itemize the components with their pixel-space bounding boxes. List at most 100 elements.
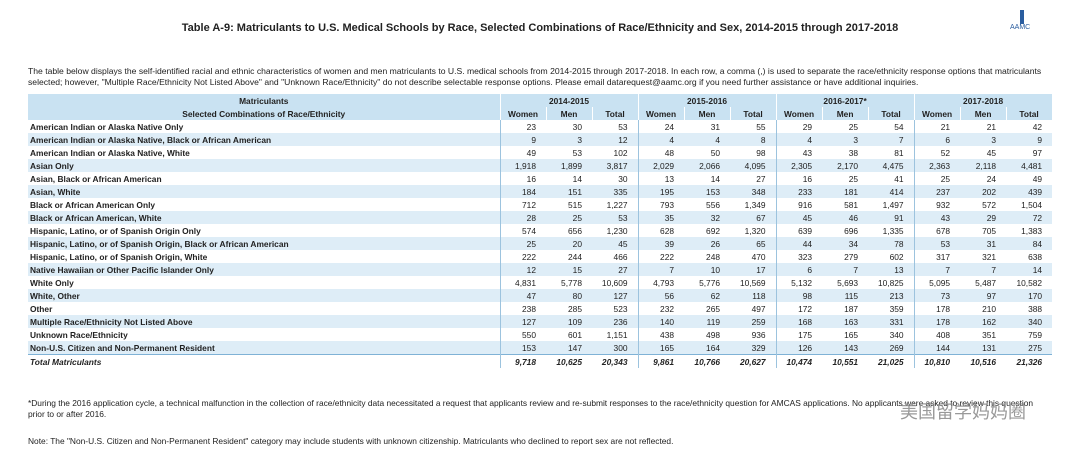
cell: 80 — [546, 289, 592, 302]
cell: 359 — [889, 303, 904, 314]
cell: 351 — [982, 329, 997, 340]
table-row: American Indian or Alaska Native Only 23 3… — [28, 120, 1052, 133]
cell: 279 — [844, 251, 859, 262]
cell: 78 — [868, 237, 915, 250]
cell: 466 — [613, 251, 628, 262]
cell: 6 — [775, 263, 823, 276]
cell: 97 — [960, 289, 1007, 302]
row-label: Hispanic, Latino, or of Spanish Origin O… — [30, 225, 201, 236]
cell: 53 — [572, 147, 582, 158]
row-label: American Indian or Alaska Native, White — [30, 147, 190, 158]
cell: 127 — [499, 315, 546, 328]
cell: 119 — [684, 315, 731, 328]
table-row: Multiple Race/Ethnicity Not Listed Above… — [28, 315, 1053, 328]
cell: 10,609 — [601, 277, 628, 288]
sex-header: Women — [638, 107, 685, 120]
year-header: 2014-2015 — [500, 94, 639, 107]
table-row: Hispanic, Latino, or of Spanish Origin, … — [28, 237, 1053, 250]
cell: 47 — [499, 289, 546, 302]
cell: 168 — [775, 315, 823, 328]
cell: 178 — [913, 302, 961, 315]
cell: 29 — [775, 120, 823, 133]
cell: 175 — [775, 328, 823, 341]
row-header: Selected Combinations of Race/Ethnicity — [28, 107, 501, 120]
cell: 98 — [756, 147, 766, 158]
year-header: 2017-2018 — [914, 94, 1053, 107]
cell: 793 — [637, 198, 685, 211]
cell: 323 — [775, 250, 823, 263]
cell: 50 — [710, 147, 721, 158]
cell: 656 — [568, 225, 582, 236]
cell: 29 — [960, 211, 1007, 224]
cell: 936 — [751, 329, 766, 340]
cell: 45 — [775, 211, 823, 224]
cell: 5,487 — [975, 277, 997, 288]
cell: 10,551 — [822, 354, 869, 368]
cell: 10 — [684, 263, 731, 276]
cell: 49 — [1032, 173, 1043, 184]
cell: 2,118 — [960, 159, 1007, 172]
cell: 23 — [499, 120, 546, 133]
cell: 30 — [572, 121, 582, 132]
cell: 56 — [637, 289, 685, 302]
cell: 25 — [848, 173, 859, 184]
cell: 98 — [775, 289, 823, 302]
row-label: Multiple Race/Ethnicity Not Listed Above — [28, 315, 500, 328]
cell: 178 — [913, 315, 961, 328]
cell: 27 — [592, 263, 639, 276]
cell: 52 — [913, 146, 961, 159]
cell: 638 — [1028, 251, 1043, 262]
cell: 9,861 — [637, 354, 685, 368]
cell: 118 — [730, 289, 777, 302]
cell: 7 — [960, 263, 1007, 276]
row-label: Asian, Black or African American — [30, 173, 162, 184]
cell: 153 — [499, 341, 546, 355]
cell: 6 — [913, 133, 961, 146]
row-label: American Indian or Alaska Native Only — [30, 121, 184, 132]
cell: 21 — [986, 121, 997, 132]
cell: 164 — [684, 341, 731, 355]
row-label: Unknown Race/Ethnicity — [30, 329, 128, 340]
cell: 4,475 — [868, 159, 915, 172]
cell: 49 — [499, 146, 546, 159]
cell: 275 — [1006, 341, 1053, 355]
note: Note: The "Non-U.S. Citizen and Non-Perm… — [28, 436, 674, 446]
cell: 21,025 — [868, 354, 915, 368]
cell: 3 — [546, 133, 592, 146]
cell: 181 — [822, 185, 869, 198]
cell: 232 — [637, 302, 685, 315]
cell: 16 — [499, 172, 546, 185]
row-label: White Only — [30, 277, 74, 288]
cell: 65 — [730, 237, 777, 250]
group-header: Matriculants — [28, 94, 501, 107]
sex-header: Total — [730, 107, 777, 120]
cell: 213 — [868, 289, 915, 302]
cell: 9 — [499, 133, 546, 146]
cell: 2,170 — [822, 159, 869, 172]
cell: 4,095 — [730, 159, 777, 172]
table-row: Asian, White 184 151 335 195 153 348 233 181 414 2… — [28, 185, 1053, 198]
cell: 4 — [637, 133, 685, 146]
cell: 163 — [822, 315, 869, 328]
cell: 497 — [751, 303, 766, 314]
sex-header: Total — [592, 107, 639, 120]
row-label: Asian, White — [28, 185, 500, 198]
cell: 53 — [913, 237, 961, 250]
cell: 285 — [568, 303, 582, 314]
cell: 210 — [982, 303, 997, 314]
cell: 438 — [637, 328, 685, 341]
cell: 67 — [730, 211, 777, 224]
sex-header: Total — [868, 107, 915, 120]
cell: 25 — [848, 121, 859, 132]
cell: 144 — [913, 341, 961, 355]
cell: 84 — [1006, 237, 1053, 250]
cell: 12 — [499, 263, 546, 276]
row-label: White, Other — [28, 289, 500, 302]
table-row: American Indian or Alaska Native, Black … — [28, 133, 1053, 146]
cell: 238 — [499, 302, 546, 315]
cell: 1,227 — [606, 199, 628, 210]
cell: 10,625 — [546, 354, 592, 368]
cell: 39 — [637, 237, 685, 250]
cell: 10,474 — [775, 354, 823, 368]
cell: 4 — [684, 133, 731, 146]
